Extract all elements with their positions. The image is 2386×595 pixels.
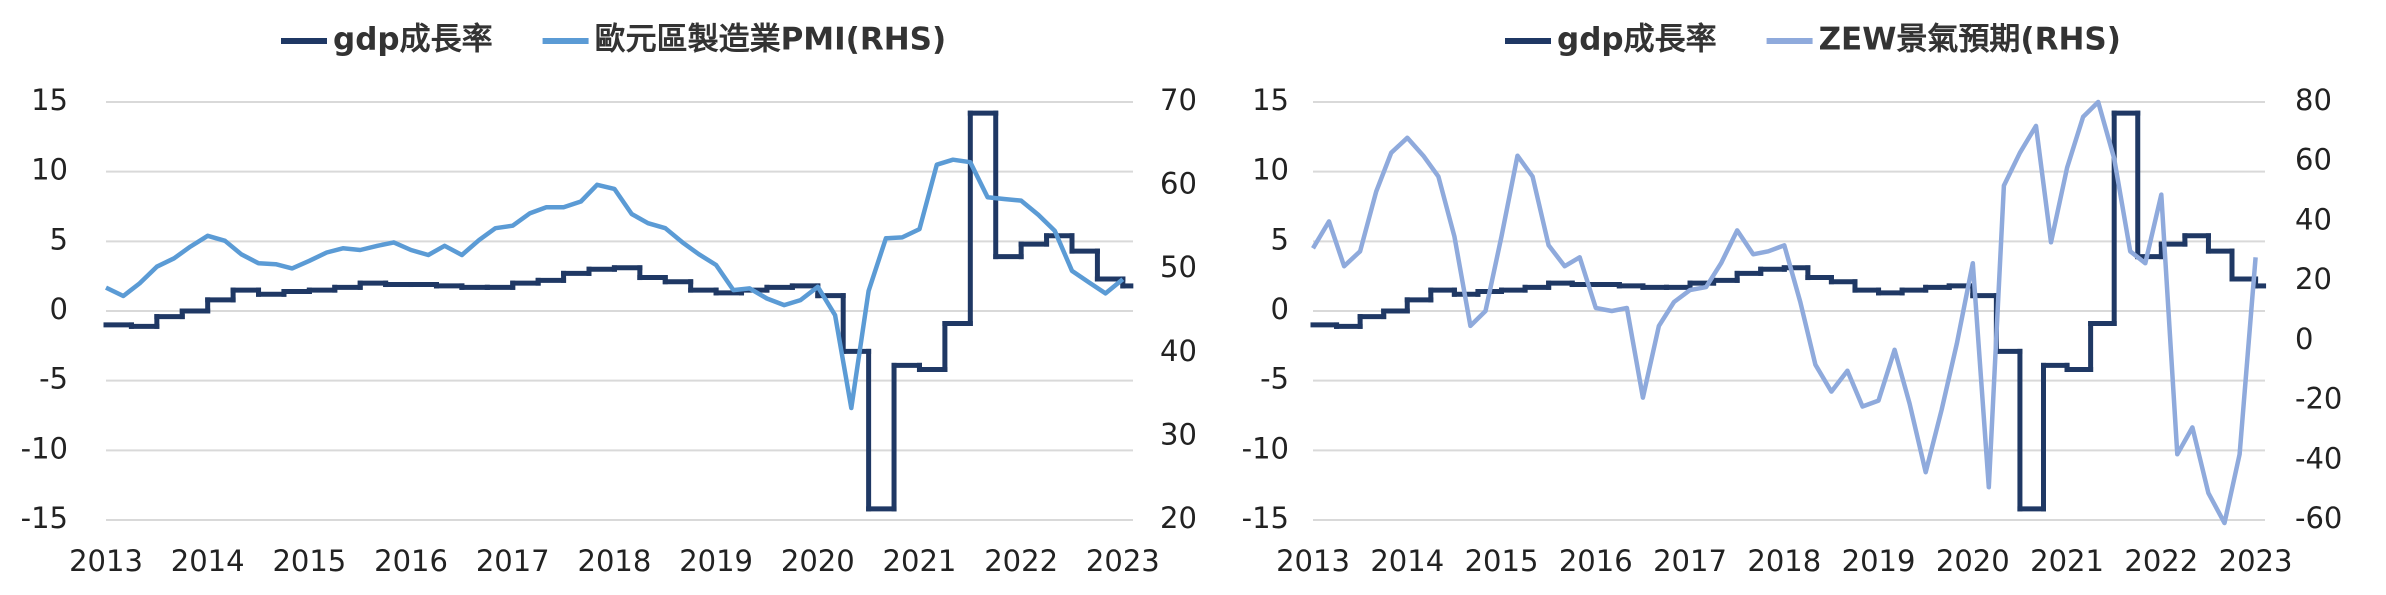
- y2-tick-label: 30: [1160, 417, 1197, 451]
- y-tick-label: 5: [50, 222, 68, 256]
- y2-tick-label: 60: [1160, 167, 1197, 201]
- x-tick-label: 2023: [2219, 544, 2293, 578]
- x-tick-label: 2018: [1747, 544, 1821, 578]
- y2-tick-label: 50: [1160, 250, 1197, 284]
- series-line: [1311, 99, 2258, 526]
- y2-tick-label: 40: [2295, 202, 2332, 236]
- y-tick-label: 0: [1271, 292, 1289, 326]
- x-tick-label: 2020: [1936, 544, 2010, 578]
- x-tick-label: 2017: [1653, 544, 1727, 578]
- x-tick-label: 2019: [679, 544, 753, 578]
- legend-label: gdp成長率: [1557, 22, 1717, 58]
- x-tick-label: 2022: [2124, 544, 2198, 578]
- legend-label: gdp成長率: [333, 22, 493, 58]
- y-tick-label: -15: [1242, 501, 1289, 535]
- x-tick-label: 2015: [272, 544, 346, 578]
- x-tick-label: 2021: [883, 544, 957, 578]
- y2-tick-label: 0: [2295, 322, 2313, 356]
- y-tick-label: -10: [1242, 431, 1289, 465]
- y2-tick-label: -40: [2295, 441, 2342, 475]
- x-tick-label: 2016: [1559, 544, 1633, 578]
- legend-label: ZEW景氣預期(RHS): [1819, 22, 2121, 58]
- x-tick-label: 2020: [781, 544, 855, 578]
- y2-tick-label: 20: [2295, 262, 2332, 296]
- y2-tick-label: -60: [2295, 501, 2342, 535]
- x-tick-label: 2015: [1465, 544, 1539, 578]
- y-tick-label: 5: [1271, 222, 1289, 256]
- y-tick-label: -5: [39, 362, 68, 396]
- y2-tick-label: 20: [1160, 501, 1197, 535]
- y2-tick-label: 80: [2295, 83, 2332, 117]
- x-tick-label: 2022: [984, 544, 1058, 578]
- y2-tick-label: 40: [1160, 334, 1197, 368]
- x-tick-label: 2014: [171, 544, 245, 578]
- x-tick-label: 2021: [2030, 544, 2104, 578]
- x-tick-label: 2013: [69, 544, 143, 578]
- y-tick-label: 15: [1252, 83, 1289, 117]
- y-tick-label: 10: [1252, 153, 1289, 187]
- x-tick-label: 2019: [1842, 544, 1916, 578]
- y2-tick-label: -20: [2295, 382, 2342, 416]
- y-tick-label: -5: [1260, 362, 1289, 396]
- x-tick-label: 2018: [578, 544, 652, 578]
- x-tick-label: 2016: [374, 544, 448, 578]
- x-tick-label: 2017: [476, 544, 550, 578]
- legend-label: 歐元區製造業PMI(RHS): [595, 22, 947, 58]
- y-tick-label: -15: [21, 501, 68, 535]
- x-tick-label: 2013: [1276, 544, 1350, 578]
- series-line: [105, 157, 1125, 411]
- y-tick-label: 0: [50, 292, 68, 326]
- x-tick-label: 2023: [1086, 544, 1160, 578]
- y2-tick-label: 60: [2295, 143, 2332, 177]
- y-tick-label: -10: [21, 431, 68, 465]
- x-tick-label: 2014: [1370, 544, 1444, 578]
- y-tick-label: 10: [31, 153, 68, 187]
- y2-tick-label: 70: [1160, 83, 1197, 117]
- y-tick-label: 15: [31, 83, 68, 117]
